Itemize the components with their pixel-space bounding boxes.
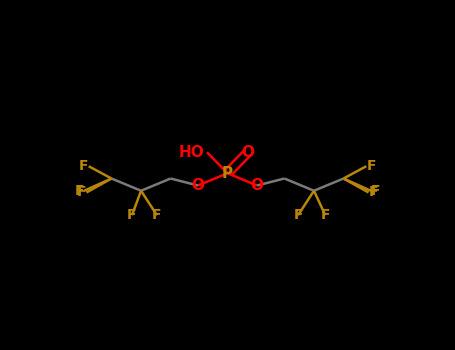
Text: O: O xyxy=(192,178,204,193)
Text: O: O xyxy=(242,145,254,160)
Text: F: F xyxy=(152,208,162,222)
Text: F: F xyxy=(127,208,136,222)
Text: F: F xyxy=(293,208,303,222)
Text: F: F xyxy=(75,184,84,198)
Text: F: F xyxy=(79,159,89,173)
Text: O: O xyxy=(251,178,263,193)
Text: F: F xyxy=(371,184,380,198)
Text: HO: HO xyxy=(179,145,205,160)
Text: F: F xyxy=(77,186,86,199)
Text: F: F xyxy=(366,159,376,173)
Text: F: F xyxy=(369,186,378,199)
Text: P: P xyxy=(222,166,233,181)
Text: F: F xyxy=(321,208,330,222)
